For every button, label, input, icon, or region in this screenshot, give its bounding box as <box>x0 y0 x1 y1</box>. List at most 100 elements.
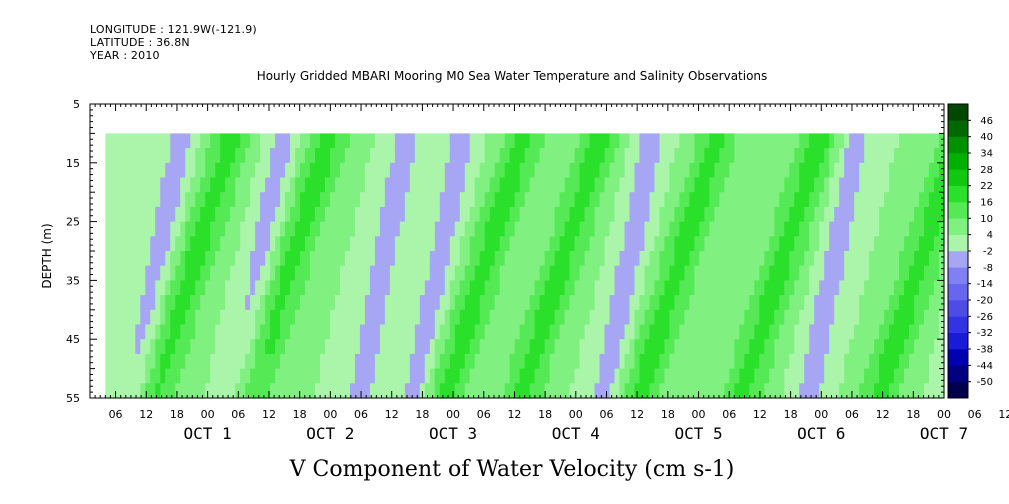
heatmap-cell <box>699 133 705 149</box>
heatmap-cell <box>285 192 291 208</box>
heatmap-cell <box>924 324 930 340</box>
heatmap-cell <box>904 236 910 252</box>
heatmap-cell <box>569 339 576 355</box>
heatmap-cell <box>859 280 865 296</box>
heatmap-cell <box>559 265 566 281</box>
heatmap-cell <box>774 265 780 281</box>
heatmap-cell <box>305 295 311 311</box>
heatmap-cell <box>494 192 501 208</box>
heatmap-cell <box>539 353 546 370</box>
heatmap-cell <box>105 206 111 223</box>
heatmap-cell <box>854 206 860 223</box>
heatmap-cell <box>624 221 631 237</box>
heatmap-cell <box>594 192 601 208</box>
heatmap-cell <box>105 339 111 355</box>
heatmap-cell <box>270 251 276 267</box>
heatmap-cell <box>320 192 326 208</box>
heatmap-cell <box>609 162 616 179</box>
heatmap-cell <box>459 133 466 149</box>
heatmap-cell <box>634 206 641 223</box>
heatmap-cell <box>834 206 840 223</box>
heatmap-cell <box>464 177 471 193</box>
heatmap-cell <box>419 192 426 208</box>
heatmap-cell <box>884 265 890 281</box>
heatmap-cell <box>160 133 166 149</box>
heatmap-cell <box>414 221 421 237</box>
heatmap-cell <box>464 133 471 149</box>
heatmap-cell <box>539 309 546 326</box>
heatmap-cell <box>704 324 710 340</box>
heatmap-cell <box>394 251 401 267</box>
heatmap-cell <box>429 133 436 149</box>
heatmap-cell <box>165 221 171 237</box>
heatmap-cell <box>569 221 576 237</box>
heatmap-cell <box>754 280 760 296</box>
heatmap-cell <box>734 251 740 267</box>
heatmap-cell <box>424 339 431 355</box>
heatmap-cell <box>315 206 321 223</box>
heatmap-cell <box>255 353 261 370</box>
heatmap-cell <box>344 133 351 149</box>
heatmap-cell <box>779 236 785 252</box>
heatmap-cell <box>704 177 710 193</box>
heatmap-cell <box>524 353 531 370</box>
heatmap-cell <box>679 280 686 296</box>
heatmap-cell <box>349 295 356 311</box>
heatmap-cell <box>684 206 691 223</box>
heatmap-cell <box>404 280 411 296</box>
heatmap-cell <box>614 353 621 370</box>
heatmap-cell <box>794 177 800 193</box>
heatmap-cell <box>469 353 476 370</box>
heatmap-cell <box>474 368 481 384</box>
heatmap-cell <box>829 265 835 281</box>
heatmap-cell <box>684 309 691 326</box>
heatmap-cell <box>459 206 466 223</box>
x-tick-label: 18 <box>415 408 429 421</box>
heatmap-cell <box>919 280 925 296</box>
heatmap-cell <box>679 353 686 370</box>
y-tick-label: 55 <box>66 392 80 405</box>
heatmap-cell <box>439 251 446 267</box>
heatmap-cell <box>105 192 111 208</box>
heatmap-cell <box>779 265 785 281</box>
heatmap-cell <box>464 339 471 355</box>
heatmap-cell <box>434 206 441 223</box>
heatmap-cell <box>509 280 516 296</box>
heatmap-cell <box>479 353 486 370</box>
heatmap-cell <box>160 309 166 326</box>
heatmap-cell <box>374 236 381 252</box>
heatmap-cell <box>245 133 251 149</box>
heatmap-cell <box>449 383 456 399</box>
heatmap-cell <box>874 353 880 370</box>
heatmap-cell <box>784 309 790 326</box>
heatmap-cell <box>399 383 406 399</box>
heatmap-cell <box>464 280 471 296</box>
heatmap-cell <box>789 265 795 281</box>
heatmap-cell <box>374 309 381 326</box>
heatmap-cell <box>424 236 431 252</box>
heatmap-cell <box>894 339 900 355</box>
heatmap-cell <box>349 353 356 370</box>
heatmap-cell <box>230 206 236 223</box>
heatmap-cell <box>659 133 666 149</box>
heatmap-cell <box>664 162 671 179</box>
heatmap-cell <box>215 148 221 164</box>
x-tick-label: 06 <box>722 408 736 421</box>
heatmap-cell <box>614 309 621 326</box>
heatmap-cell <box>324 265 331 281</box>
heatmap-cell <box>934 177 940 193</box>
heatmap-cell <box>320 383 326 399</box>
heatmap-cell <box>839 339 845 355</box>
heatmap-cell <box>220 206 226 223</box>
heatmap-cell <box>275 162 281 179</box>
heatmap-cell <box>414 383 421 399</box>
heatmap-cell <box>864 368 870 384</box>
heatmap-cell <box>489 324 496 340</box>
heatmap-cell <box>539 251 546 267</box>
heatmap-cell <box>629 339 636 355</box>
heatmap-cell <box>544 309 551 326</box>
heatmap-cell <box>454 133 461 149</box>
heatmap-cell <box>654 324 661 340</box>
heatmap-cell <box>315 162 321 179</box>
heatmap-cell <box>859 339 865 355</box>
